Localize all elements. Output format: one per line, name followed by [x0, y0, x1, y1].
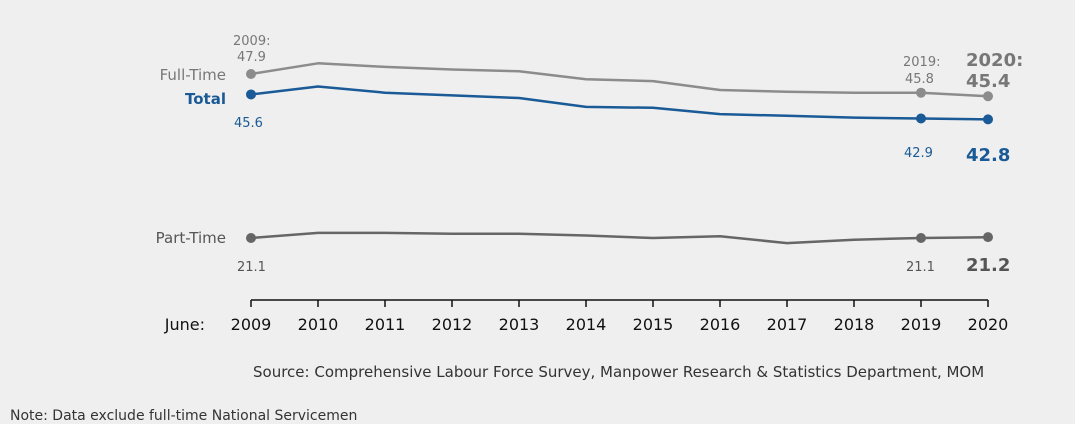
series-point-0 — [246, 69, 256, 79]
x-tick-label: 2011 — [365, 315, 406, 334]
chart-source: Source: Comprehensive Labour Force Surve… — [253, 363, 984, 381]
series-label-total: Total — [185, 90, 226, 108]
series-line-0 — [250, 62, 989, 98]
total-start-value: 45.6 — [234, 116, 263, 131]
total-2020-value: 42.8 — [966, 145, 1010, 166]
ft-2020-value: 45.4 — [966, 71, 1010, 92]
x-tick-label: 2016 — [700, 315, 741, 334]
x-tick-label: 2019 — [901, 315, 942, 334]
ft-start-value: 47.9 — [237, 50, 266, 65]
ft-start-year: 2009: — [233, 34, 270, 49]
series-point-1 — [916, 113, 926, 124]
x-tick-label: 2012 — [432, 315, 473, 334]
ft-2019-value: 45.8 — [905, 72, 934, 87]
series-point-0 — [983, 91, 993, 102]
x-axis-ticks: 2009 2010 2011 2012 2013 2014 2015 2016 2017 2018… — [231, 300, 1009, 334]
x-tick-label: 2009 — [231, 315, 272, 334]
x-tick-label: 2017 — [767, 315, 808, 334]
pt-start-value: 21.1 — [237, 260, 266, 275]
series-line-1 — [250, 85, 989, 121]
series-lines — [250, 62, 989, 245]
total-2019-value: 42.9 — [904, 146, 933, 161]
x-tick-label: 2020 — [968, 315, 1009, 334]
pt-2019-value: 21.1 — [906, 260, 935, 275]
ft-2019-year: 2019: — [903, 55, 940, 70]
x-tick-label: 2015 — [633, 315, 674, 334]
series-points — [246, 69, 993, 243]
series-point-2 — [983, 232, 993, 243]
series-point-2 — [916, 233, 926, 243]
chart-note: Note: Data exclude full-time National Se… — [10, 408, 357, 424]
x-axis: June: — [164, 299, 988, 334]
x-tick-label: 2010 — [298, 315, 339, 334]
series-label-full-time: Full-Time — [160, 66, 226, 84]
x-tick-label: 2018 — [834, 315, 875, 334]
x-axis-prefix: June: — [164, 315, 205, 334]
x-tick-label: 2013 — [499, 315, 540, 334]
series-line-2 — [250, 231, 989, 245]
series-label-part-time: Part-Time — [156, 229, 226, 247]
ft-2020-year: 2020: — [966, 50, 1023, 71]
pt-2020-value: 21.2 — [966, 255, 1010, 276]
series-point-1 — [246, 89, 256, 100]
series-point-2 — [246, 233, 256, 243]
series-point-1 — [983, 114, 993, 125]
x-tick-label: 2014 — [566, 315, 607, 334]
series-point-0 — [916, 87, 926, 98]
